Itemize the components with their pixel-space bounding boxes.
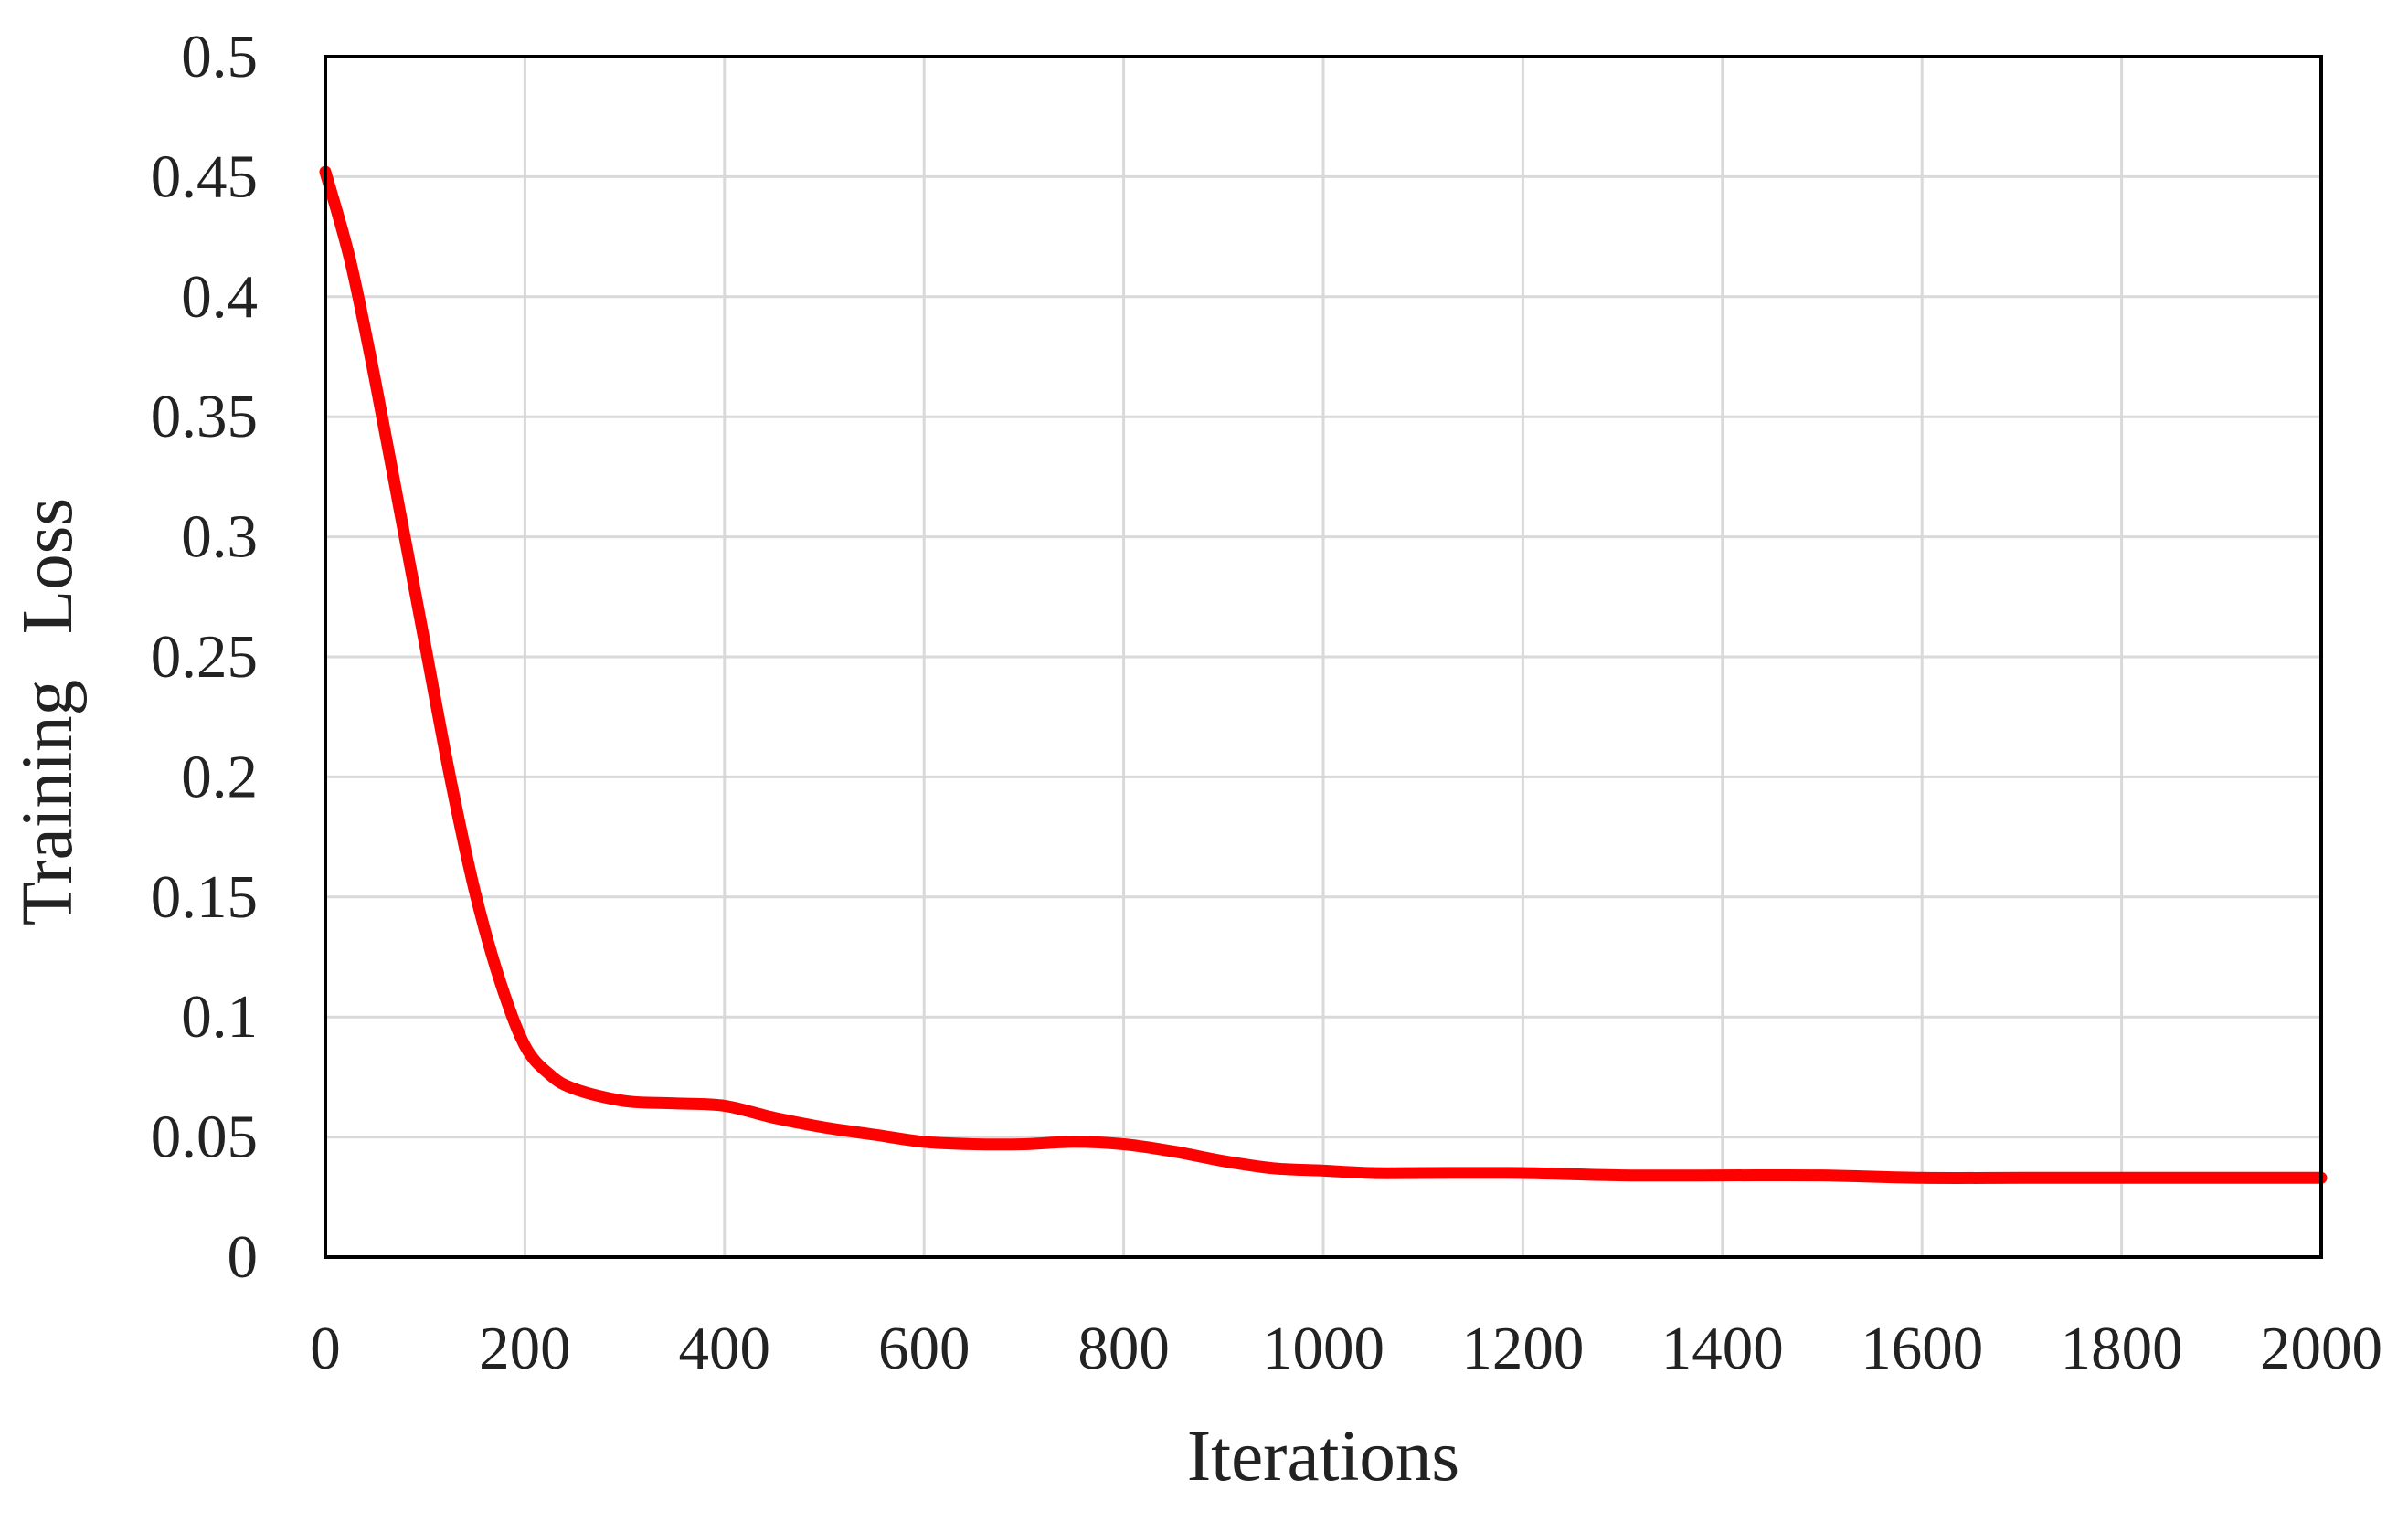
plot-area-border bbox=[324, 55, 2323, 1259]
x-tick-label: 1400 bbox=[1661, 1315, 1784, 1382]
y-tick-label: 0 bbox=[228, 1223, 259, 1291]
x-tick-label: 1200 bbox=[1461, 1315, 1584, 1382]
y-tick-label: 0.35 bbox=[151, 383, 258, 450]
x-tick-label: 1000 bbox=[1262, 1315, 1384, 1382]
y-tick-label: 0.25 bbox=[151, 623, 258, 691]
x-tick-label: 1600 bbox=[1861, 1315, 1983, 1382]
y-axis-title: Training Loss bbox=[8, 498, 88, 925]
x-tick-label: 1800 bbox=[2061, 1315, 2183, 1382]
y-tick-label: 0.4 bbox=[181, 263, 258, 331]
y-tick-label: 0.15 bbox=[151, 863, 258, 931]
x-tick-label: 800 bbox=[1077, 1315, 1170, 1382]
series-line-training-loss bbox=[319, 165, 2328, 1184]
x-axis-ticks: 0 200 400 600 800 1000 1200 1400 1600 1800 2000 bbox=[310, 1315, 2382, 1382]
y-tick-label: 0.45 bbox=[151, 143, 258, 210]
y-tick-label: 0.1 bbox=[181, 983, 258, 1051]
x-tick-label: 600 bbox=[878, 1315, 971, 1382]
x-tick-label: 0 bbox=[310, 1315, 341, 1382]
y-tick-label: 0.05 bbox=[151, 1104, 258, 1171]
x-tick-label: 200 bbox=[479, 1315, 571, 1382]
x-tick-label: 400 bbox=[679, 1315, 771, 1382]
y-axis-ticks: 0 0.05 0.1 0.15 0.2 0.25 0.3 0.35 0.4 0.45 0.5 bbox=[151, 23, 258, 1291]
y-tick-label: 0.5 bbox=[181, 23, 258, 90]
series-layer bbox=[319, 165, 2328, 1184]
y-tick-label: 0.2 bbox=[181, 743, 258, 810]
x-tick-label: 2000 bbox=[2260, 1315, 2382, 1382]
y-tick-label: 0.3 bbox=[181, 503, 258, 571]
x-axis-title: Iterations bbox=[1187, 1417, 1459, 1496]
